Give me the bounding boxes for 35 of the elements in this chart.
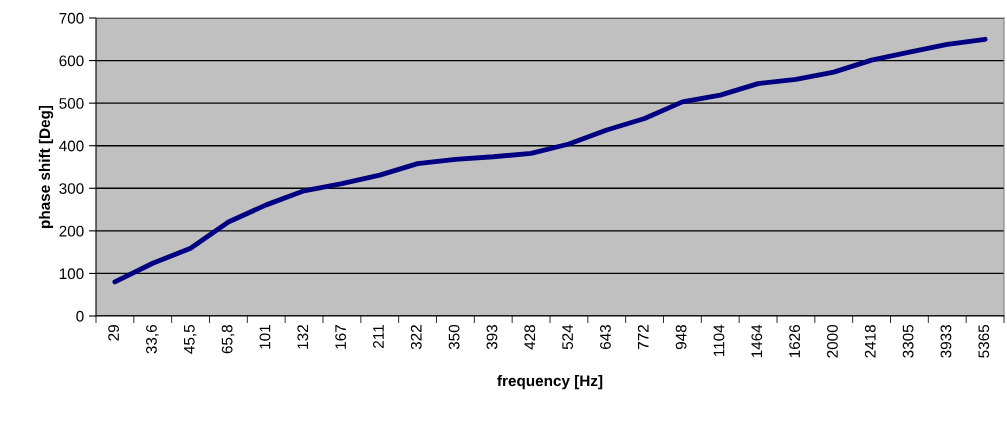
x-tick-label: 101 — [259, 325, 271, 349]
x-tick-label: 2418 — [864, 324, 876, 358]
y-tick-label: 200 — [59, 225, 84, 237]
x-tick-label: 211 — [373, 325, 384, 348]
x-tick-label: 132 — [297, 325, 309, 349]
y-tick-label: 600 — [59, 55, 84, 67]
x-tick-label: 428 — [524, 325, 536, 350]
x-tick-label: 350 — [448, 324, 460, 350]
x-tick-label: 167 — [335, 325, 347, 349]
y-tick-label: 700 — [59, 12, 84, 24]
y-tick-label: 500 — [59, 98, 84, 109]
x-tick-label: 2000 — [827, 324, 838, 358]
x-tick-label: 524 — [562, 324, 574, 350]
x-tick-label: 948 — [675, 325, 687, 350]
x-tick-label: 65,8 — [221, 324, 235, 354]
x-tick-label: 322 — [410, 325, 422, 350]
x-tick-label: 33,6 — [146, 325, 159, 354]
y-tick-label: 400 — [59, 140, 84, 152]
x-tick-label: 3305 — [902, 324, 914, 358]
x-tick-label: 393 — [486, 325, 498, 350]
x-axis-title: frequency [Hz] — [497, 374, 603, 390]
x-tick-label: 772 — [637, 325, 649, 350]
x-tick-label: 45,5 — [184, 324, 197, 354]
y-tick-label: 300 — [59, 183, 84, 194]
line-series — [112, 36, 988, 285]
x-tick-label: 29 — [108, 325, 120, 341]
x-tick-label: 1626 — [789, 325, 801, 358]
x-tick-label: 1464 — [751, 324, 763, 358]
x-tick-label: 643 — [600, 325, 611, 350]
y-tick-label: 100 — [59, 268, 84, 280]
x-tick-label: 5365 — [978, 324, 990, 358]
y-axis-title: phase shift [Deg] — [38, 105, 54, 228]
x-tick-label: 1104 — [713, 324, 725, 357]
x-tick-label: 3933 — [940, 325, 952, 358]
y-tick-label: 0 — [76, 310, 84, 322]
